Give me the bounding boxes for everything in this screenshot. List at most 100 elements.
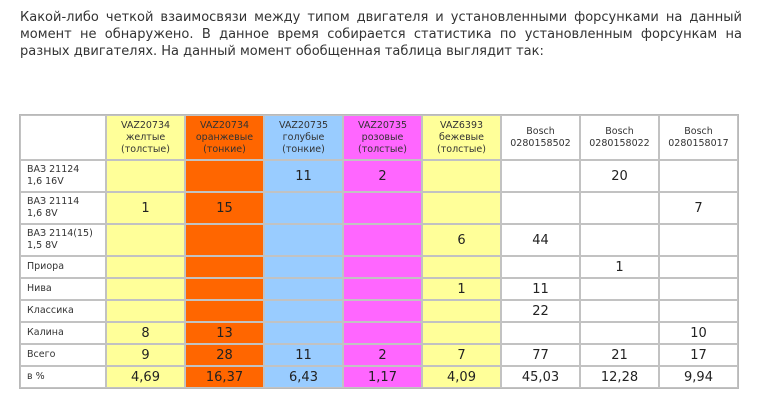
table-cell bbox=[106, 160, 185, 192]
table-cell bbox=[580, 224, 659, 256]
table-cell: 22 bbox=[501, 300, 580, 322]
row-label: в % bbox=[20, 366, 106, 388]
table-cell bbox=[106, 300, 185, 322]
column-header-line2: желтые bbox=[125, 131, 166, 143]
table-cell bbox=[106, 278, 185, 300]
table-cell bbox=[659, 224, 738, 256]
table-row: Нива 1 11 bbox=[20, 278, 738, 300]
column-header: VAZ20735 голубые (тонкие) bbox=[264, 115, 343, 160]
table-cell: 15 bbox=[185, 192, 264, 224]
column-header: Bosch 0280158502 bbox=[501, 115, 580, 160]
table-cell bbox=[185, 224, 264, 256]
table-cell bbox=[580, 192, 659, 224]
column-header-line3: (толстые) bbox=[121, 143, 170, 155]
column-header: VAZ20735 розовые (толстые) bbox=[343, 115, 422, 160]
table-cell bbox=[422, 300, 501, 322]
row-label: Всего bbox=[20, 344, 106, 366]
table-cell bbox=[343, 256, 422, 278]
table-cell: 1,17 bbox=[343, 366, 422, 388]
table-cell: 12,28 bbox=[580, 366, 659, 388]
table-cell: 44 bbox=[501, 224, 580, 256]
table-cell: 16,37 bbox=[185, 366, 264, 388]
table-cell: 6,43 bbox=[264, 366, 343, 388]
table-cell: 77 bbox=[501, 344, 580, 366]
table-cell: 9 bbox=[106, 344, 185, 366]
table-cell: 4,09 bbox=[422, 366, 501, 388]
row-label: ВАЗ 21114 1,6 8V bbox=[20, 192, 106, 224]
column-header: Bosch 0280158017 bbox=[659, 115, 738, 160]
table-cell: 8 bbox=[106, 322, 185, 344]
header-row: VAZ20734 желтые (толстые) VAZ20734 оранжевые… bbox=[20, 115, 738, 160]
table-cell bbox=[264, 322, 343, 344]
row-label: Нива bbox=[20, 278, 106, 300]
row-label-line1: Калина bbox=[27, 327, 64, 338]
table-cell: 1 bbox=[106, 192, 185, 224]
table-row: ВАЗ 2114(15) 1,5 8V 6 44 bbox=[20, 224, 738, 256]
table-cell bbox=[659, 278, 738, 300]
column-header-line2: розовые bbox=[361, 131, 404, 143]
table-cell bbox=[264, 256, 343, 278]
table-row: Всего 9 28 11 2 7 77 21 17 bbox=[20, 344, 738, 366]
table-cell bbox=[501, 192, 580, 224]
table-cell: 13 bbox=[185, 322, 264, 344]
table-cell: 11 bbox=[501, 278, 580, 300]
row-label-line1: ВАЗ 21124 bbox=[27, 164, 80, 175]
table-row: в % 4,69 16,37 6,43 1,17 4,09 45,03 12,28 9,94 bbox=[20, 366, 738, 388]
table-row: Классика 22 bbox=[20, 300, 738, 322]
column-header-line1: VAZ20734 bbox=[120, 119, 171, 131]
column-header-line3: (тонкие) bbox=[203, 143, 246, 155]
table-cell bbox=[580, 300, 659, 322]
table-cell bbox=[106, 224, 185, 256]
table-cell: 17 bbox=[659, 344, 738, 366]
row-label: Калина bbox=[20, 322, 106, 344]
table-cell bbox=[343, 278, 422, 300]
injector-statistics-table: VAZ20734 желтые (толстые) VAZ20734 оранжевые… bbox=[19, 114, 739, 389]
row-label-line2: 1,6 8V bbox=[27, 208, 58, 219]
column-header-line1: Bosch bbox=[605, 125, 634, 137]
column-header-line3: (тонкие) bbox=[282, 143, 325, 155]
column-header-line1: VAZ20735 bbox=[278, 119, 329, 131]
row-label-line2: 1,5 8V bbox=[27, 240, 58, 251]
table-cell bbox=[185, 256, 264, 278]
corner-cell bbox=[20, 115, 106, 160]
table-cell: 11 bbox=[264, 160, 343, 192]
table-cell bbox=[501, 322, 580, 344]
table-cell bbox=[343, 224, 422, 256]
table-row: Калина 8 13 10 bbox=[20, 322, 738, 344]
table-cell bbox=[580, 322, 659, 344]
column-header-line2: бежевые bbox=[438, 131, 485, 143]
row-label: ВАЗ 2114(15) 1,5 8V bbox=[20, 224, 106, 256]
table-cell bbox=[501, 160, 580, 192]
column-header-line1: VAZ20734 bbox=[199, 119, 250, 131]
table-cell bbox=[264, 300, 343, 322]
column-header-line1: VAZ6393 bbox=[439, 119, 484, 131]
column-header-line3: (толстые) bbox=[358, 143, 407, 155]
table-cell: 21 bbox=[580, 344, 659, 366]
row-label-line2: 1,6 16V bbox=[27, 176, 64, 187]
table-cell bbox=[343, 300, 422, 322]
table-row: Приора 1 bbox=[20, 256, 738, 278]
table-cell: 10 bbox=[659, 322, 738, 344]
table-cell bbox=[659, 256, 738, 278]
table-cell: 20 bbox=[580, 160, 659, 192]
row-label: ВАЗ 21124 1,6 16V bbox=[20, 160, 106, 192]
column-header-line1: Bosch bbox=[684, 125, 713, 137]
intro-paragraph: Какой-либо четкой взаимосвязи между типо… bbox=[20, 10, 742, 59]
row-label: Приора bbox=[20, 256, 106, 278]
table-cell: 28 bbox=[185, 344, 264, 366]
table-cell bbox=[422, 192, 501, 224]
table-cell bbox=[422, 160, 501, 192]
table-cell: 11 bbox=[264, 344, 343, 366]
column-header-line3: (толстые) bbox=[437, 143, 486, 155]
table-cell bbox=[185, 300, 264, 322]
table-cell: 45,03 bbox=[501, 366, 580, 388]
row-label-line1: ВАЗ 2114(15) bbox=[27, 228, 93, 239]
table-cell bbox=[264, 224, 343, 256]
table-cell bbox=[106, 256, 185, 278]
row-label: Классика bbox=[20, 300, 106, 322]
table-row: ВАЗ 21124 1,6 16V 11 2 20 bbox=[20, 160, 738, 192]
table-cell: 2 bbox=[343, 344, 422, 366]
table-cell bbox=[264, 278, 343, 300]
column-header: VAZ6393 бежевые (толстые) bbox=[422, 115, 501, 160]
table-cell bbox=[659, 160, 738, 192]
